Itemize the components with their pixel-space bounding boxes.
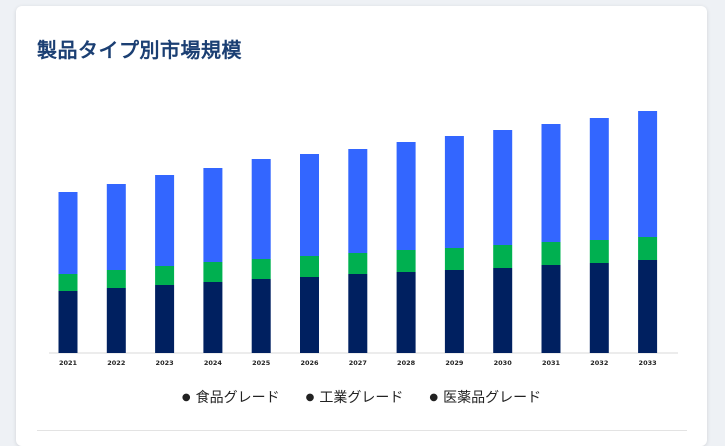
bar-industrial-2025 <box>251 259 271 279</box>
legend-label: 工業グレード <box>319 390 404 406</box>
bar-pharma-2022 <box>106 184 126 270</box>
bar-food-2032 <box>589 263 609 353</box>
legend-bullet: ● <box>305 391 315 403</box>
bar-pharma-2021 <box>58 192 78 274</box>
chart-card: 製品タイプ別市場規模 2021 2022 2023 2024 2025 2026 2027 2… <box>16 6 707 446</box>
legend-bullet: ● <box>429 391 439 403</box>
x-tick-label: 2033 <box>639 359 657 367</box>
bar-food-2022 <box>106 288 126 353</box>
x-tick-label: 2025 <box>252 359 271 367</box>
bar-food-2023 <box>155 285 175 353</box>
bar-pharma-2026 <box>300 154 319 256</box>
bar-pharma-2032 <box>589 118 609 240</box>
legend-label: 食品グレード <box>195 390 280 406</box>
x-tick-label: 2021 <box>59 359 78 367</box>
legend-item-pharma[interactable]: ● 医薬品グレード <box>429 387 541 407</box>
x-tick-label: 2028 <box>397 359 416 367</box>
bar-food-2024 <box>203 282 223 353</box>
legend-item-industrial[interactable]: ● 工業グレード <box>306 387 404 407</box>
bar-pharma-2031 <box>541 124 561 242</box>
bar-industrial-2032 <box>589 240 609 263</box>
bar-food-2029 <box>444 270 464 353</box>
bar-food-2021 <box>58 291 78 353</box>
bar-food-2027 <box>348 274 368 353</box>
bar-industrial-2024 <box>203 262 223 282</box>
bar-industrial-2030 <box>493 245 513 268</box>
bar-food-2030 <box>493 268 513 353</box>
bar-industrial-2029 <box>444 248 464 270</box>
x-tick-label: 2027 <box>349 359 367 367</box>
bar-industrial-2021 <box>58 274 78 291</box>
bar-industrial-2031 <box>541 242 561 265</box>
bar-industrial-2026 <box>300 256 319 277</box>
bar-industrial-2028 <box>396 250 416 272</box>
bar-pharma-2025 <box>251 159 271 259</box>
chart-legend: ● 食品グレード ● 工業グレード ● 医薬品グレード <box>16 387 707 407</box>
x-tick-label: 2024 <box>204 359 223 367</box>
x-tick-label: 2029 <box>445 359 464 367</box>
bar-pharma-2033 <box>638 111 658 237</box>
bar-industrial-2033 <box>638 237 658 260</box>
bar-food-2026 <box>300 277 319 353</box>
page-title: 製品タイプ別市場規模 <box>37 38 242 62</box>
bar-pharma-2024 <box>203 168 223 262</box>
x-tick-label: 2032 <box>590 359 608 367</box>
divider <box>37 430 687 431</box>
bar-industrial-2023 <box>155 266 175 285</box>
bar-pharma-2027 <box>348 149 368 253</box>
x-tick-label: 2026 <box>300 359 319 367</box>
bar-pharma-2029 <box>444 136 464 248</box>
legend-item-food[interactable]: ● 食品グレード <box>182 387 280 407</box>
x-tick-label: 2022 <box>107 359 125 367</box>
bar-pharma-2028 <box>396 142 416 250</box>
bar-chart: 2021 2022 2023 2024 2025 2026 2027 2028 2029 2030… <box>49 111 678 367</box>
bar-food-2031 <box>541 265 561 353</box>
bar-food-2025 <box>251 279 271 353</box>
legend-label: 医薬品グレード <box>443 390 542 406</box>
bar-industrial-2027 <box>348 253 368 274</box>
bar-pharma-2023 <box>155 175 175 266</box>
x-tick-label: 2030 <box>494 359 513 367</box>
bar-pharma-2030 <box>493 130 513 245</box>
bar-food-2033 <box>638 260 658 353</box>
x-tick-label: 2031 <box>542 359 561 367</box>
legend-bullet: ● <box>181 391 191 403</box>
bar-food-2028 <box>396 272 416 353</box>
x-tick-label: 2023 <box>156 359 174 367</box>
bar-industrial-2022 <box>106 270 126 288</box>
